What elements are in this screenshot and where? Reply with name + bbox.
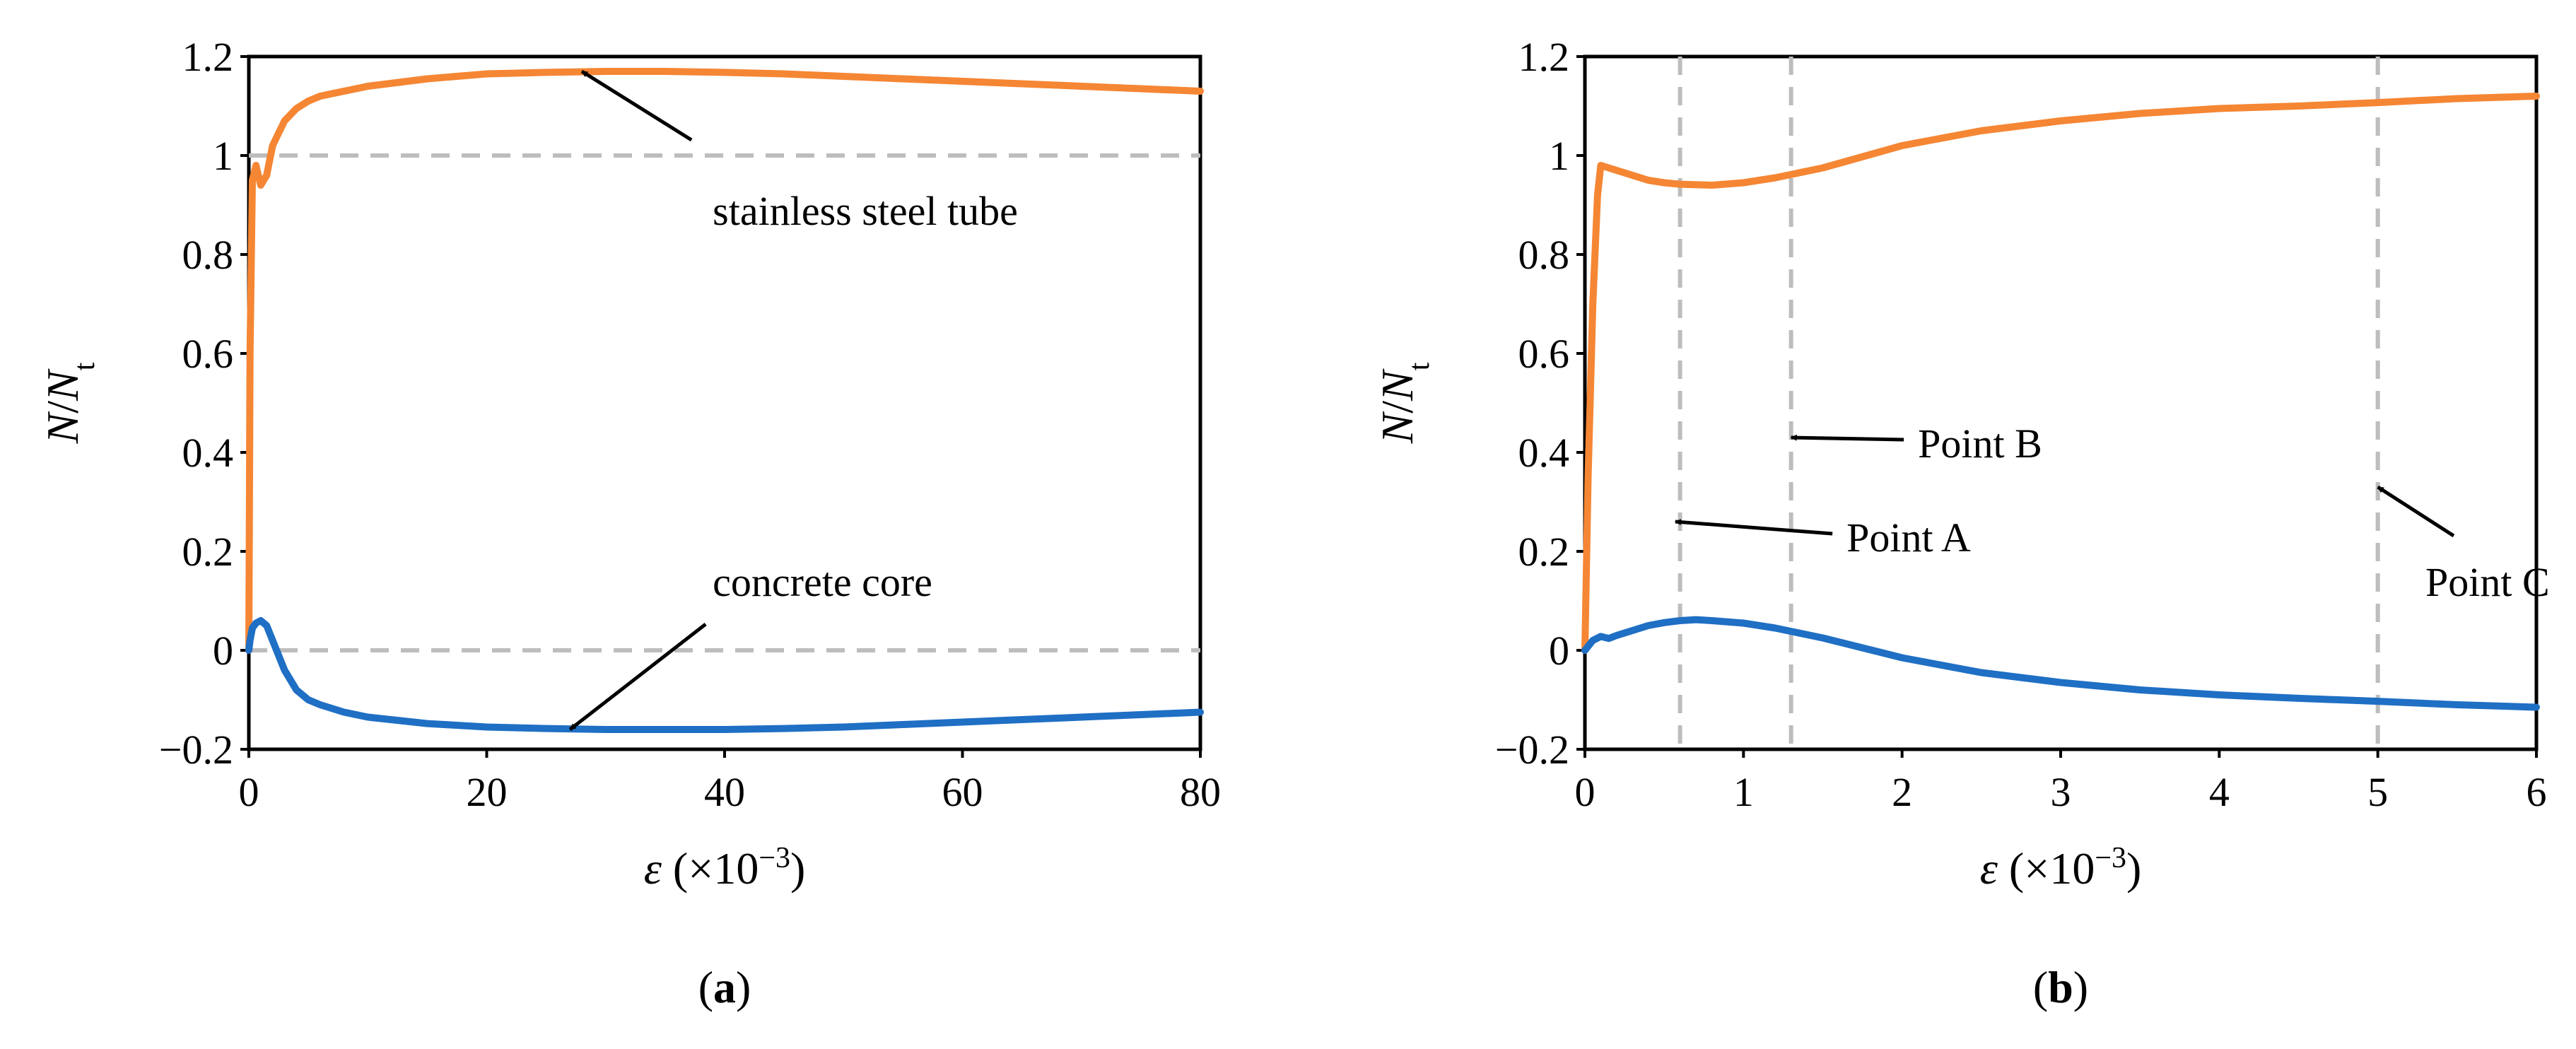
- x-tick-label: 0: [1575, 769, 1596, 815]
- x-axis-label: ε (×10−3): [644, 842, 806, 893]
- y-axis-label: N/Nt: [37, 362, 101, 444]
- panel-label: (a): [698, 962, 751, 1012]
- x-tick-label: 80: [1180, 769, 1221, 815]
- annotation-arrow: [1790, 434, 1904, 442]
- x-tick-label: 6: [2527, 769, 2547, 815]
- x-tick-label: 3: [2051, 769, 2071, 815]
- y-axis-label: N/Nt: [1372, 362, 1436, 444]
- y-tick-label: −0.2: [1495, 727, 1569, 773]
- x-tick-label: 2: [1892, 769, 1912, 815]
- y-tick-label: 1.2: [182, 34, 234, 80]
- annotation-arrow: [2377, 485, 2455, 538]
- panel-label: (b): [2033, 962, 2088, 1012]
- annotation-label: concrete core: [713, 559, 932, 605]
- y-tick-label: 0.6: [182, 331, 234, 377]
- y-tick-label: 1: [1549, 133, 1569, 179]
- x-axis-label: ε (×10−3): [1980, 842, 2142, 893]
- annotation-label: stainless steel tube: [713, 188, 1018, 234]
- y-tick-label: 0.8: [1518, 232, 1570, 278]
- annotation-arrow: [568, 623, 707, 731]
- plot-frame: [1583, 54, 2539, 751]
- y-tick-label: −0.2: [159, 727, 233, 773]
- annotation-arrow: [1674, 519, 1833, 536]
- y-tick-label: 1.2: [1518, 34, 1570, 80]
- series-line-concrete-core: [245, 617, 1204, 733]
- y-tick-label: 0: [1549, 628, 1569, 674]
- series-line-concrete-core: [1581, 616, 2540, 711]
- y-tick-label: 0.6: [1518, 331, 1570, 377]
- y-tick-label: 0.2: [1518, 529, 1570, 575]
- annotation-label: Point C: [2425, 559, 2550, 605]
- chart-panel-a: 0 20 40 60 80−0.200.20.40.60.811.2stainless …: [37, 34, 1221, 1012]
- y-tick-label: 1: [213, 133, 233, 179]
- series-line-stainless-steel-tube: [245, 68, 1204, 654]
- series-line-stainless-steel-tube: [1581, 93, 2540, 654]
- x-tick-label: 1: [1733, 769, 1754, 815]
- annotation-label: Point A: [1846, 515, 1971, 561]
- x-tick-label: 60: [942, 769, 983, 815]
- y-tick-label: 0.4: [1518, 430, 1570, 476]
- x-tick-label: 20: [467, 769, 508, 815]
- y-tick-label: 0.2: [182, 529, 234, 575]
- annotation-arrow: [580, 69, 693, 142]
- plot-frame: [247, 54, 1202, 751]
- x-tick-label: 0: [239, 769, 259, 815]
- y-tick-label: 0: [213, 628, 233, 674]
- x-tick-label: 40: [704, 769, 745, 815]
- x-tick-label: 4: [2209, 769, 2230, 815]
- annotation-label: Point B: [1918, 421, 2042, 467]
- x-tick-label: 5: [2367, 769, 2388, 815]
- y-tick-label: 0.4: [182, 430, 234, 476]
- y-tick-label: 0.8: [182, 232, 234, 278]
